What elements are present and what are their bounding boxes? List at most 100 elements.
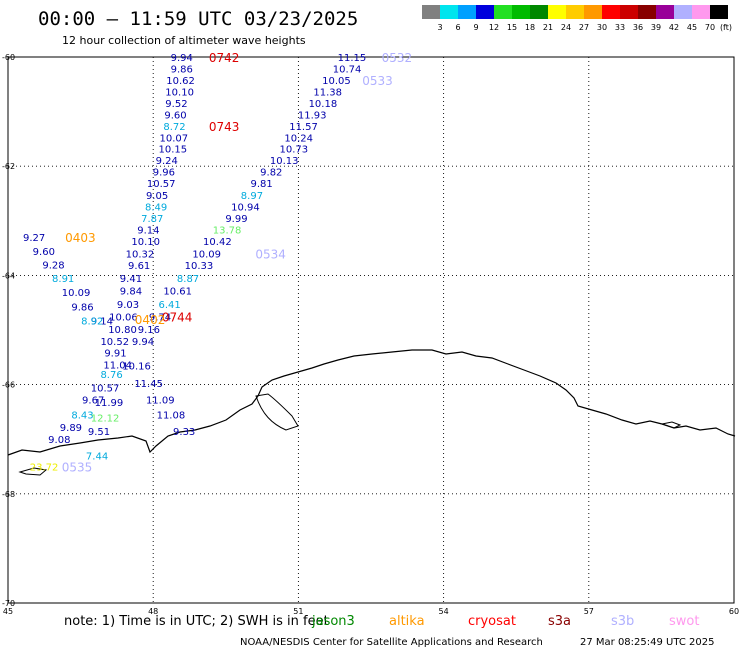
wave-height-value: 11.93 <box>298 110 327 121</box>
wave-height-value: 9.99 <box>225 214 247 225</box>
pass-time-label: 0744 <box>162 310 193 324</box>
legend-label: 45 <box>687 23 697 32</box>
wave-height-value: 12.12 <box>91 413 120 424</box>
legend-swatch <box>602 5 620 19</box>
legend-label: 39 <box>651 23 661 32</box>
wave-height-value: 8.92 <box>81 317 103 328</box>
wave-height-value: 9.16 <box>138 325 160 336</box>
legend-label: 27 <box>579 23 589 32</box>
lat-tick-label: -66 <box>2 381 15 390</box>
wave-height-value: 9.94 <box>132 337 154 348</box>
wave-height-value: 11.99 <box>95 398 124 409</box>
note-text: note: 1) Time is in UTC; 2) SWH is in fe… <box>64 614 329 629</box>
wave-height-value: 11.04 <box>103 360 132 371</box>
wave-height-value: 10.42 <box>203 237 232 248</box>
sat-jason3: jason3 <box>311 614 355 629</box>
sat-swot: swot <box>669 614 699 629</box>
legend-label: 12 <box>489 23 499 32</box>
pass-time-label: 0743 <box>209 120 240 134</box>
wave-height-value: 7.87 <box>141 214 163 225</box>
lon-tick-label: 54 <box>439 607 449 616</box>
legend-label: 6 <box>455 23 460 32</box>
legend-swatch <box>512 5 530 19</box>
map-frame <box>7 56 735 604</box>
wave-height-value: 10.06 <box>109 312 138 323</box>
coast-island <box>660 421 682 429</box>
lon-tick-label: 51 <box>293 607 303 616</box>
wave-height-value: 10.24 <box>284 133 313 144</box>
wave-height-value: 11.38 <box>313 87 342 98</box>
wave-height-value: 10.13 <box>270 156 299 167</box>
wave-height-value: 11.09 <box>146 395 175 406</box>
legend-swatch <box>494 5 512 19</box>
wave-height-value: 10.61 <box>163 287 192 298</box>
wave-height-value: 9.82 <box>260 168 282 179</box>
legend-label: 36 <box>633 23 643 32</box>
wave-height-value: 10.94 <box>231 203 260 214</box>
legend-swatch <box>548 5 566 19</box>
antarctic-coastline <box>7 349 736 456</box>
legend-swatch <box>638 5 656 19</box>
wave-height-value: 9.03 <box>117 300 139 311</box>
coast-island <box>18 467 48 476</box>
wave-height-value: 10.09 <box>192 250 221 261</box>
wave-height-value: 9.86 <box>171 64 193 75</box>
legend-label: 21 <box>543 23 553 32</box>
legend-label: 15 <box>507 23 517 32</box>
legend-swatch <box>422 5 440 19</box>
wave-height-value: 10.16 <box>122 361 151 372</box>
pass-time-label: 0534 <box>255 248 286 262</box>
lat-tick-label: -64 <box>2 271 15 280</box>
wave-height-value: 10.73 <box>280 145 309 156</box>
wave-height-value: 11.57 <box>289 122 318 133</box>
ice-shelf-outline <box>255 393 299 431</box>
legend-label: 18 <box>525 23 535 32</box>
wave-height-value: 23.72 <box>30 463 59 474</box>
wave-height-value: 9.67 <box>82 395 104 406</box>
lon-tick-label: 57 <box>584 607 594 616</box>
sat-s3a: s3a <box>548 614 571 629</box>
wave-height-value: 10.62 <box>166 76 195 87</box>
wave-height-value: 10.18 <box>309 99 338 110</box>
wave-height-value: 10.33 <box>185 261 214 272</box>
legend-swatch <box>710 5 728 19</box>
legend-label: 33 <box>615 23 625 32</box>
wave-height-value: 9.91 <box>104 348 126 359</box>
wave-height-value: 8.72 <box>163 122 185 133</box>
sat-s3b: s3b <box>611 614 634 629</box>
wave-height-value: 13.78 <box>213 226 242 237</box>
wave-height-value: 10.05 <box>322 76 351 87</box>
legend-label: 3 <box>437 23 442 32</box>
wave-height-value: 9.96 <box>153 168 175 179</box>
pass-time-label: 0535 <box>62 461 93 475</box>
legend-swatch <box>692 5 710 19</box>
wave-height-value: 10.07 <box>159 133 188 144</box>
wave-height-value: 9.51 <box>88 427 110 438</box>
wave-height-value: 10.57 <box>91 383 120 394</box>
legend-label: 24 <box>561 23 571 32</box>
pass-time-label: 0532 <box>382 51 413 65</box>
wave-height-value: 10.15 <box>159 145 188 156</box>
legend-swatch <box>584 5 602 19</box>
legend-label: 70 <box>705 23 715 32</box>
lon-tick-label: 48 <box>148 607 158 616</box>
wave-height-value: 9.14 <box>137 226 159 237</box>
wave-height-value: 9.74 <box>149 312 171 323</box>
wave-height-value: 10.52 <box>100 337 129 348</box>
wave-height-value: 10.80 <box>108 325 137 336</box>
wave-height-value: 10.32 <box>126 250 155 261</box>
legend-swatch <box>656 5 674 19</box>
wave-height-observations: 9.949.8610.6210.109.529.608.7210.0710.15… <box>23 53 366 474</box>
wave-height-value: 9.61 <box>128 261 150 272</box>
legend-label: 42 <box>669 23 679 32</box>
lat-tick-label: -62 <box>2 162 15 171</box>
wave-height-value: 8.91 <box>52 274 74 285</box>
legend-swatch <box>440 5 458 19</box>
lon-tick-label: 45 <box>3 607 13 616</box>
wave-height-value: 9.60 <box>164 110 186 121</box>
wave-height-value: 9.86 <box>71 303 93 314</box>
wave-height-value: 10.57 <box>147 179 176 190</box>
wave-height-value: 9.24 <box>156 156 178 167</box>
